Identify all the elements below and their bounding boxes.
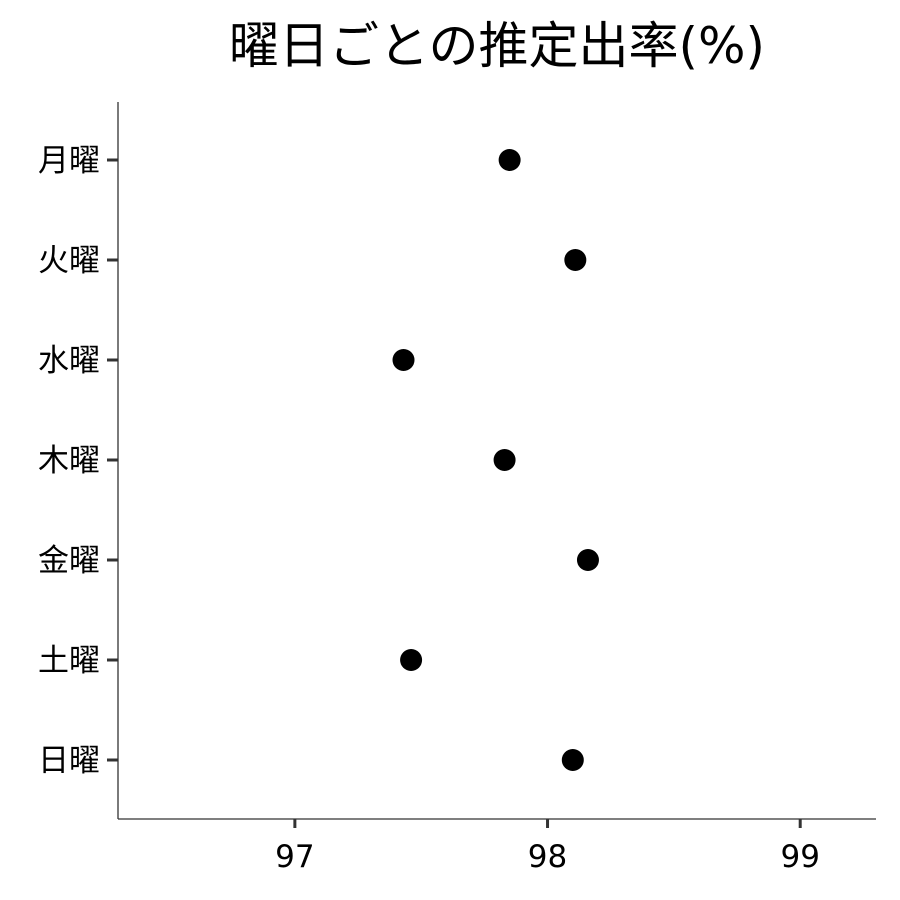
data-point (400, 649, 423, 671)
data-point (564, 249, 587, 271)
y-tick-label: 土曜 (38, 643, 100, 679)
y-tick-label: 水曜 (38, 343, 100, 379)
data-point (493, 449, 516, 471)
y-tick-label: 火曜 (38, 243, 100, 279)
data-point (576, 549, 599, 571)
data-point (498, 149, 521, 171)
x-axis: 97 98 99 (118, 818, 876, 875)
x-tick-label: 99 (780, 839, 819, 875)
y-tick-label: 金曜 (38, 543, 100, 579)
data-point (561, 749, 584, 771)
y-tick-label: 日曜 (38, 743, 100, 779)
y-tick-label: 木曜 (38, 443, 100, 479)
x-tick-label: 98 (528, 839, 567, 875)
data-point (392, 349, 415, 371)
chart-title: 曜日ごとの推定出率(%) (229, 17, 765, 75)
data-points (392, 149, 599, 771)
y-tick-label: 月曜 (38, 143, 100, 179)
x-tick-label: 97 (275, 839, 314, 875)
